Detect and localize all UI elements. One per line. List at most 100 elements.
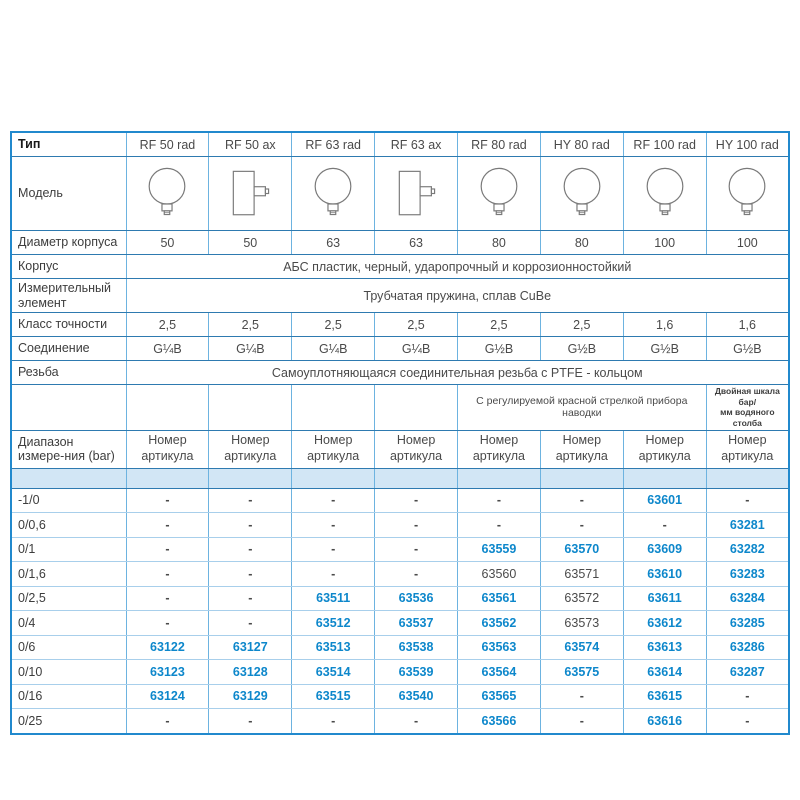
article-number-cell: 63565 — [457, 683, 541, 709]
article-number-cell: 63513 — [291, 634, 376, 660]
article-number-cell: 63129 — [208, 683, 293, 709]
feature-empty-cell — [291, 384, 376, 431]
column-header: RF 100 rad — [622, 131, 707, 157]
range-label: 0/10 — [10, 659, 127, 685]
article-number-cell: 63612 — [622, 610, 707, 636]
gauge-axial-icon — [208, 156, 293, 231]
article-number-cell: 63613 — [622, 634, 707, 660]
empty-dash-cell: - — [125, 610, 210, 636]
article-number-cell: 63611 — [622, 585, 707, 611]
empty-dash-cell: - — [291, 487, 376, 513]
red-pointer-note: С регулируемой красной стрелкой прибора … — [457, 384, 707, 431]
article-number-cell: 63616 — [622, 708, 707, 734]
dual-scale-line1: Двойная шкала бар/ — [714, 386, 780, 407]
band-cell — [622, 467, 707, 489]
article-number-cell: 63539 — [374, 659, 458, 685]
spec-value-cell: G¼B — [125, 336, 210, 361]
row-label-type: Тип — [10, 131, 127, 157]
empty-dash-cell: - — [539, 683, 624, 709]
gauge-radial-icon — [646, 167, 684, 216]
spec-value-cell: 50 — [125, 230, 210, 255]
gauge-radial-icon — [149, 167, 186, 216]
article-number-cell: 63615 — [622, 683, 707, 709]
range-label: 0/1,6 — [10, 561, 127, 587]
article-number-cell: 63512 — [291, 610, 376, 636]
row-label-accuracy: Класс точности — [10, 312, 127, 337]
article-number-cell: 63283 — [705, 561, 790, 587]
spec-value-cell: G½B — [622, 336, 707, 361]
row-label-diameter: Диаметр корпуса — [10, 230, 127, 255]
row-label-element: Измерительный элемент — [10, 278, 127, 313]
empty-dash-cell: - — [705, 487, 790, 513]
spec-value-cell: 2,5 — [208, 312, 293, 337]
spec-span-value: Трубчатая пружина, сплав CuBe — [125, 278, 790, 313]
feature-empty-cell — [374, 384, 458, 431]
gauge-radial-icon — [705, 156, 790, 231]
article-number-cell: 63287 — [705, 659, 790, 685]
article-number-cell: 63515 — [291, 683, 376, 709]
spec-span-value: Самоуплотняющаяся соединительная резьба … — [125, 360, 790, 385]
article-number-cell: 63570 — [539, 536, 624, 562]
article-number-cell: 63122 — [125, 634, 210, 660]
spec-value-cell: 80 — [539, 230, 624, 255]
gauge-radial-icon — [125, 156, 210, 231]
feature-row-label-empty — [10, 384, 127, 431]
article-number-cell: 63575 — [539, 659, 624, 685]
spec-row-thread: Резьба Самоуплотняющаяся соединительная р… — [10, 360, 790, 385]
gauge-radial-icon — [622, 156, 707, 231]
band-label-cell — [10, 467, 127, 489]
empty-dash-cell: - — [125, 561, 210, 587]
spec-table-body: Тип RF 50 rad RF 50 ax RF 63 rad RF 63 ax RF … — [10, 131, 790, 734]
article-number-header: Номер артикула — [457, 429, 541, 469]
empty-dash-cell: - — [208, 487, 293, 513]
article-header-row: Диапазон измере-ния (bar) Номер артикула Н… — [10, 429, 790, 469]
empty-dash-cell: - — [374, 561, 458, 587]
spec-value-cell: 1,6 — [705, 312, 790, 337]
gauge-axial-icon — [232, 170, 269, 216]
article-number-header: Номер артикула — [374, 429, 458, 469]
spec-value-cell: 50 — [208, 230, 293, 255]
empty-dash-cell: - — [208, 610, 293, 636]
empty-dash-cell: - — [208, 708, 293, 734]
article-number-cell: 63281 — [705, 512, 790, 538]
empty-dash-cell: - — [291, 512, 376, 538]
spec-value-cell: 63 — [374, 230, 458, 255]
empty-dash-cell: - — [374, 536, 458, 562]
article-number-header: Номер артикула — [125, 429, 210, 469]
range-row: 0/16 63124 63129 63515 63540 63565-63615- — [10, 683, 790, 709]
spec-value-cell: 2,5 — [374, 312, 458, 337]
article-number-cell: 63562 — [457, 610, 541, 636]
article-number-cell: 63536 — [374, 585, 458, 611]
empty-dash-cell: - — [457, 487, 541, 513]
spec-row-connection: Соединение G¼B G¼B G¼B G¼B G½B G½B G½B G½B — [10, 336, 790, 361]
band-row — [10, 467, 790, 489]
band-cell — [705, 467, 790, 489]
empty-dash-cell: - — [457, 512, 541, 538]
spec-value-cell: G¼B — [374, 336, 458, 361]
article-number-header: Номер артикула — [208, 429, 293, 469]
article-number-cell: 63561 — [457, 585, 541, 611]
range-row: 0/6 63122 63127 63513 63538 63563 63574 63613 63… — [10, 634, 790, 660]
column-header: HY 100 rad — [705, 131, 790, 157]
empty-dash-cell: - — [125, 708, 210, 734]
gauge-radial-icon — [563, 167, 601, 216]
feature-note-row: С регулируемой красной стрелкой прибора … — [10, 384, 790, 431]
range-row: 0/1,6- - - -63560 63571 63610 63283 — [10, 561, 790, 587]
article-number-header: Номер артикула — [291, 429, 376, 469]
empty-dash-cell: - — [208, 512, 293, 538]
band-cell — [125, 467, 210, 489]
empty-dash-cell: - — [539, 487, 624, 513]
column-header: RF 80 rad — [457, 131, 541, 157]
gauge-radial-icon — [291, 156, 376, 231]
band-cell — [457, 467, 541, 489]
spec-row-diameter: Диаметр корпуса 50 50 63 63 80 80 100 100 — [10, 230, 790, 255]
empty-dash-cell: - — [125, 487, 210, 513]
empty-dash-cell: - — [539, 708, 624, 734]
article-number-cell: 63610 — [622, 561, 707, 587]
spec-value-cell: 63 — [291, 230, 376, 255]
article-number-header: Номер артикула — [705, 429, 790, 469]
article-number-header: Номер артикула — [622, 429, 707, 469]
article-number-cell: 63537 — [374, 610, 458, 636]
spec-value-cell: 2,5 — [291, 312, 376, 337]
